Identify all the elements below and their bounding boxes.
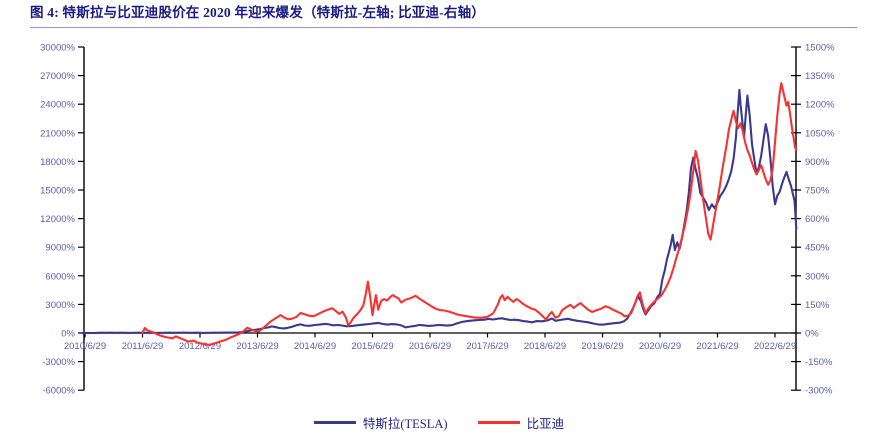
- tesla-price-line: [81, 88, 798, 335]
- right-axis-tick-label: -300%: [805, 386, 833, 397]
- left-axis-tick-label: -6000%: [42, 386, 75, 397]
- x-axis-tick-label: 2015/6/29: [351, 341, 393, 352]
- byd-legend-label: 比亚迪: [526, 416, 565, 431]
- right-axis-tick-label: 0%: [805, 329, 819, 340]
- left-axis-tick-label: 6000%: [45, 271, 75, 282]
- legend-item-tesla: 特斯拉(TESLA): [313, 413, 448, 432]
- x-axis-tick-label: 2010/6/29: [64, 341, 106, 352]
- left-axis-tick-label: 3000%: [45, 300, 75, 311]
- right-axis-tick-label: 900%: [805, 157, 830, 168]
- x-axis-tick-label: 2019/6/29: [581, 341, 623, 352]
- x-axis-tick-label: 2013/6/29: [236, 341, 278, 352]
- left-axis-tick-label: 0%: [61, 329, 75, 340]
- left-axis-tick-label: 18000%: [40, 157, 75, 168]
- x-axis-tick-label: 2014/6/29: [294, 341, 336, 352]
- x-axis-tick-label: 2016/6/29: [409, 341, 451, 352]
- right-axis-tick-label: 300%: [805, 271, 830, 282]
- left-axis-tick-label: 12000%: [40, 214, 75, 225]
- caption-underline: 图 4: 特斯拉与比亚迪股价在 2020 年迎来爆发（特斯拉-左轴; 比亚迪-右…: [30, 4, 857, 28]
- byd-price-line: [141, 82, 798, 347]
- x-axis-tick-label: 2018/6/29: [524, 341, 566, 352]
- left-axis-tick-label: -3000%: [42, 357, 75, 368]
- right-axis-tick-label: 450%: [805, 243, 830, 254]
- left-axis-tick-label: 15000%: [40, 186, 75, 197]
- right-axis-tick-label: 150%: [805, 300, 830, 311]
- right-axis-tick-label: 1500%: [805, 43, 835, 54]
- chart-legend: 特斯拉(TESLA) 比亚迪: [0, 411, 878, 433]
- right-axis-tick-label: -150%: [805, 357, 833, 368]
- legend-item-byd: 比亚迪: [477, 413, 565, 432]
- left-axis-tick-label: 27000%: [40, 71, 75, 82]
- x-axis-tick-label: 2011/6/29: [122, 341, 164, 352]
- right-axis-tick-label: 1350%: [805, 71, 835, 82]
- right-axis-tick-label: 750%: [805, 186, 830, 197]
- x-axis-tick-label: 2017/6/29: [466, 341, 508, 352]
- left-axis-tick-label: 30000%: [40, 43, 75, 54]
- x-axis-tick-label: 2012/6/29: [179, 341, 221, 352]
- x-axis-tick-label: 2022/6/29: [754, 341, 796, 352]
- tesla-legend-label: 特斯拉(TESLA): [362, 416, 448, 431]
- stock-comparison-line-chart: 30000% 27000% 24000% 21000% 18000% 15000% 1200…: [40, 43, 835, 397]
- x-axis-tick-label: 2021/6/29: [696, 341, 738, 352]
- byd-line-swatch: [477, 420, 520, 424]
- tesla-line-swatch: [313, 420, 356, 424]
- figure-caption: 图 4: 特斯拉与比亚迪股价在 2020 年迎来爆发（特斯拉-左轴; 比亚迪-右…: [30, 5, 486, 20]
- left-axis-tick-label: 21000%: [40, 128, 75, 139]
- right-axis-tick-label: 1200%: [805, 100, 835, 111]
- right-axis-tick-label: 600%: [805, 214, 830, 225]
- right-axis-tick-label: 1050%: [805, 128, 835, 139]
- left-axis-tick-label: 24000%: [40, 100, 75, 111]
- left-axis-tick-label: 9000%: [45, 243, 75, 254]
- x-axis-tick-label: 2020/6/29: [639, 341, 681, 352]
